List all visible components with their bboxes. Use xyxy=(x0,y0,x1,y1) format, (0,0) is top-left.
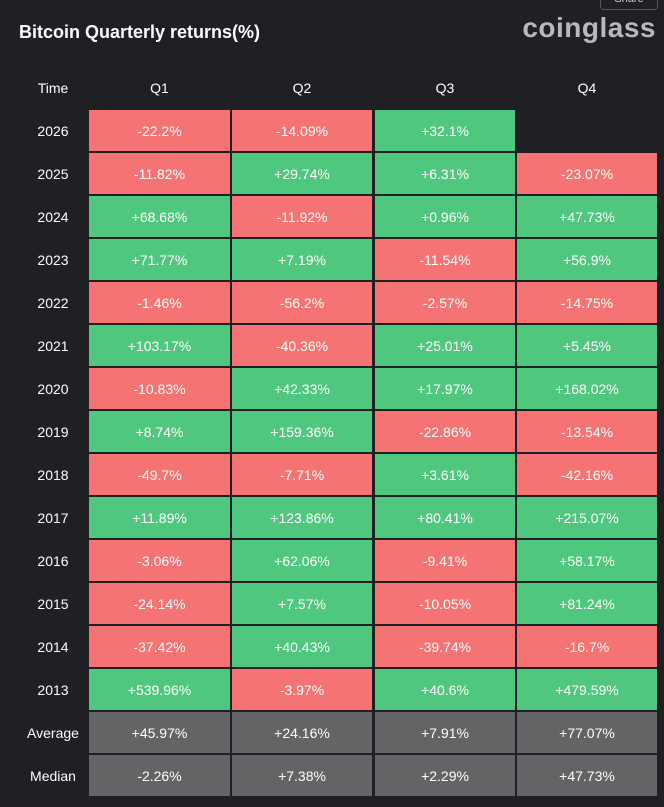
summary-label: Median xyxy=(30,767,76,784)
year-cell: +8.74% xyxy=(89,411,230,452)
year-cell: -7.71% xyxy=(232,454,372,495)
year-cell: +42.33% xyxy=(232,368,372,409)
column-header: Time xyxy=(37,80,69,96)
year-cell: +539.96% xyxy=(89,669,230,710)
year-cell: +25.01% xyxy=(375,325,515,366)
year-cell: +81.24% xyxy=(517,583,657,624)
summary-cell: +45.97% xyxy=(89,712,230,753)
column-header: Q2 xyxy=(292,80,312,96)
year-cell: -56.2% xyxy=(232,282,372,323)
year-label: 2023 xyxy=(37,251,69,268)
summary-cell: +47.73% xyxy=(517,755,657,796)
year-cell: +215.07% xyxy=(517,497,657,538)
year-cell: -40.36% xyxy=(232,325,372,366)
year-cell: +32.1% xyxy=(375,110,515,151)
year-cell: -13.54% xyxy=(517,411,657,452)
year-label: 2021 xyxy=(37,337,69,354)
summary-cell: +2.29% xyxy=(375,755,515,796)
year-cell: +80.41% xyxy=(375,497,515,538)
year-cell: +0.96% xyxy=(375,196,515,237)
year-cell: +159.36% xyxy=(232,411,372,452)
year-cell: +71.77% xyxy=(89,239,230,280)
year-cell: -23.07% xyxy=(517,153,657,194)
year-cell: +7.57% xyxy=(232,583,372,624)
year-cell: +5.45% xyxy=(517,325,657,366)
summary-cell: +7.38% xyxy=(232,755,372,796)
year-cell: +56.9% xyxy=(517,239,657,280)
year-cell: -14.75% xyxy=(517,282,657,323)
year-cell: -11.82% xyxy=(89,153,230,194)
year-label: 2018 xyxy=(37,466,69,483)
year-cell: +40.6% xyxy=(375,669,515,710)
year-cell: -22.2% xyxy=(89,110,230,151)
year-cell: +123.86% xyxy=(232,497,372,538)
year-cell: -37.42% xyxy=(89,626,230,667)
year-cell: -9.41% xyxy=(375,540,515,581)
year-cell: -10.83% xyxy=(89,368,230,409)
year-cell: -22.86% xyxy=(375,411,515,452)
year-cell: -3.97% xyxy=(232,669,372,710)
share-button[interactable]: Share xyxy=(600,0,658,10)
year-cell: +58.17% xyxy=(517,540,657,581)
year-cell: +29.74% xyxy=(232,153,372,194)
year-label: 2017 xyxy=(37,509,69,526)
year-label: 2015 xyxy=(37,595,69,612)
year-cell: +103.17% xyxy=(89,325,230,366)
year-cell: +479.59% xyxy=(517,669,657,710)
year-label: 2022 xyxy=(37,294,69,311)
year-cell: +40.43% xyxy=(232,626,372,667)
year-cell: -10.05% xyxy=(375,583,515,624)
year-cell: +68.68% xyxy=(89,196,230,237)
year-cell: -39.74% xyxy=(375,626,515,667)
year-label: 2025 xyxy=(37,165,69,182)
column-header: Q4 xyxy=(577,80,597,96)
year-cell: +7.19% xyxy=(232,239,372,280)
year-cell: -24.14% xyxy=(89,583,230,624)
year-cell: +17.97% xyxy=(375,368,515,409)
year-cell: -49.7% xyxy=(89,454,230,495)
year-cell: -11.54% xyxy=(375,239,515,280)
year-cell: -42.16% xyxy=(517,454,657,495)
summary-label: Average xyxy=(27,724,79,741)
year-cell: -11.92% xyxy=(232,196,372,237)
year-cell: +11.89% xyxy=(89,497,230,538)
year-label: 2019 xyxy=(37,423,69,440)
year-cell: +62.06% xyxy=(232,540,372,581)
summary-cell: +24.16% xyxy=(232,712,372,753)
title: Bitcoin Quarterly returns(%) xyxy=(19,22,261,42)
year-cell: -1.46% xyxy=(89,282,230,323)
year-cell: +3.61% xyxy=(375,454,515,495)
year-label: 2020 xyxy=(37,380,69,397)
year-label: 2014 xyxy=(37,638,69,655)
year-cell: -16.7% xyxy=(517,626,657,667)
year-label: 2013 xyxy=(37,681,69,698)
logo: coinglass xyxy=(522,12,656,43)
year-label: 2026 xyxy=(37,122,69,139)
summary-cell: +77.07% xyxy=(517,712,657,753)
year-label: 2016 xyxy=(37,552,69,569)
year-cell: -14.09% xyxy=(232,110,372,151)
year-cell: +6.31% xyxy=(375,153,515,194)
summary-cell: -2.26% xyxy=(89,755,230,796)
column-header: Q3 xyxy=(435,80,455,96)
year-cell: +168.02% xyxy=(517,368,657,409)
summary-cell: +7.91% xyxy=(375,712,515,753)
year-cell: -3.06% xyxy=(89,540,230,581)
year-cell: -2.57% xyxy=(375,282,515,323)
year-cell: +47.73% xyxy=(517,196,657,237)
column-header: Q1 xyxy=(150,80,169,96)
year-label: 2024 xyxy=(37,208,69,225)
